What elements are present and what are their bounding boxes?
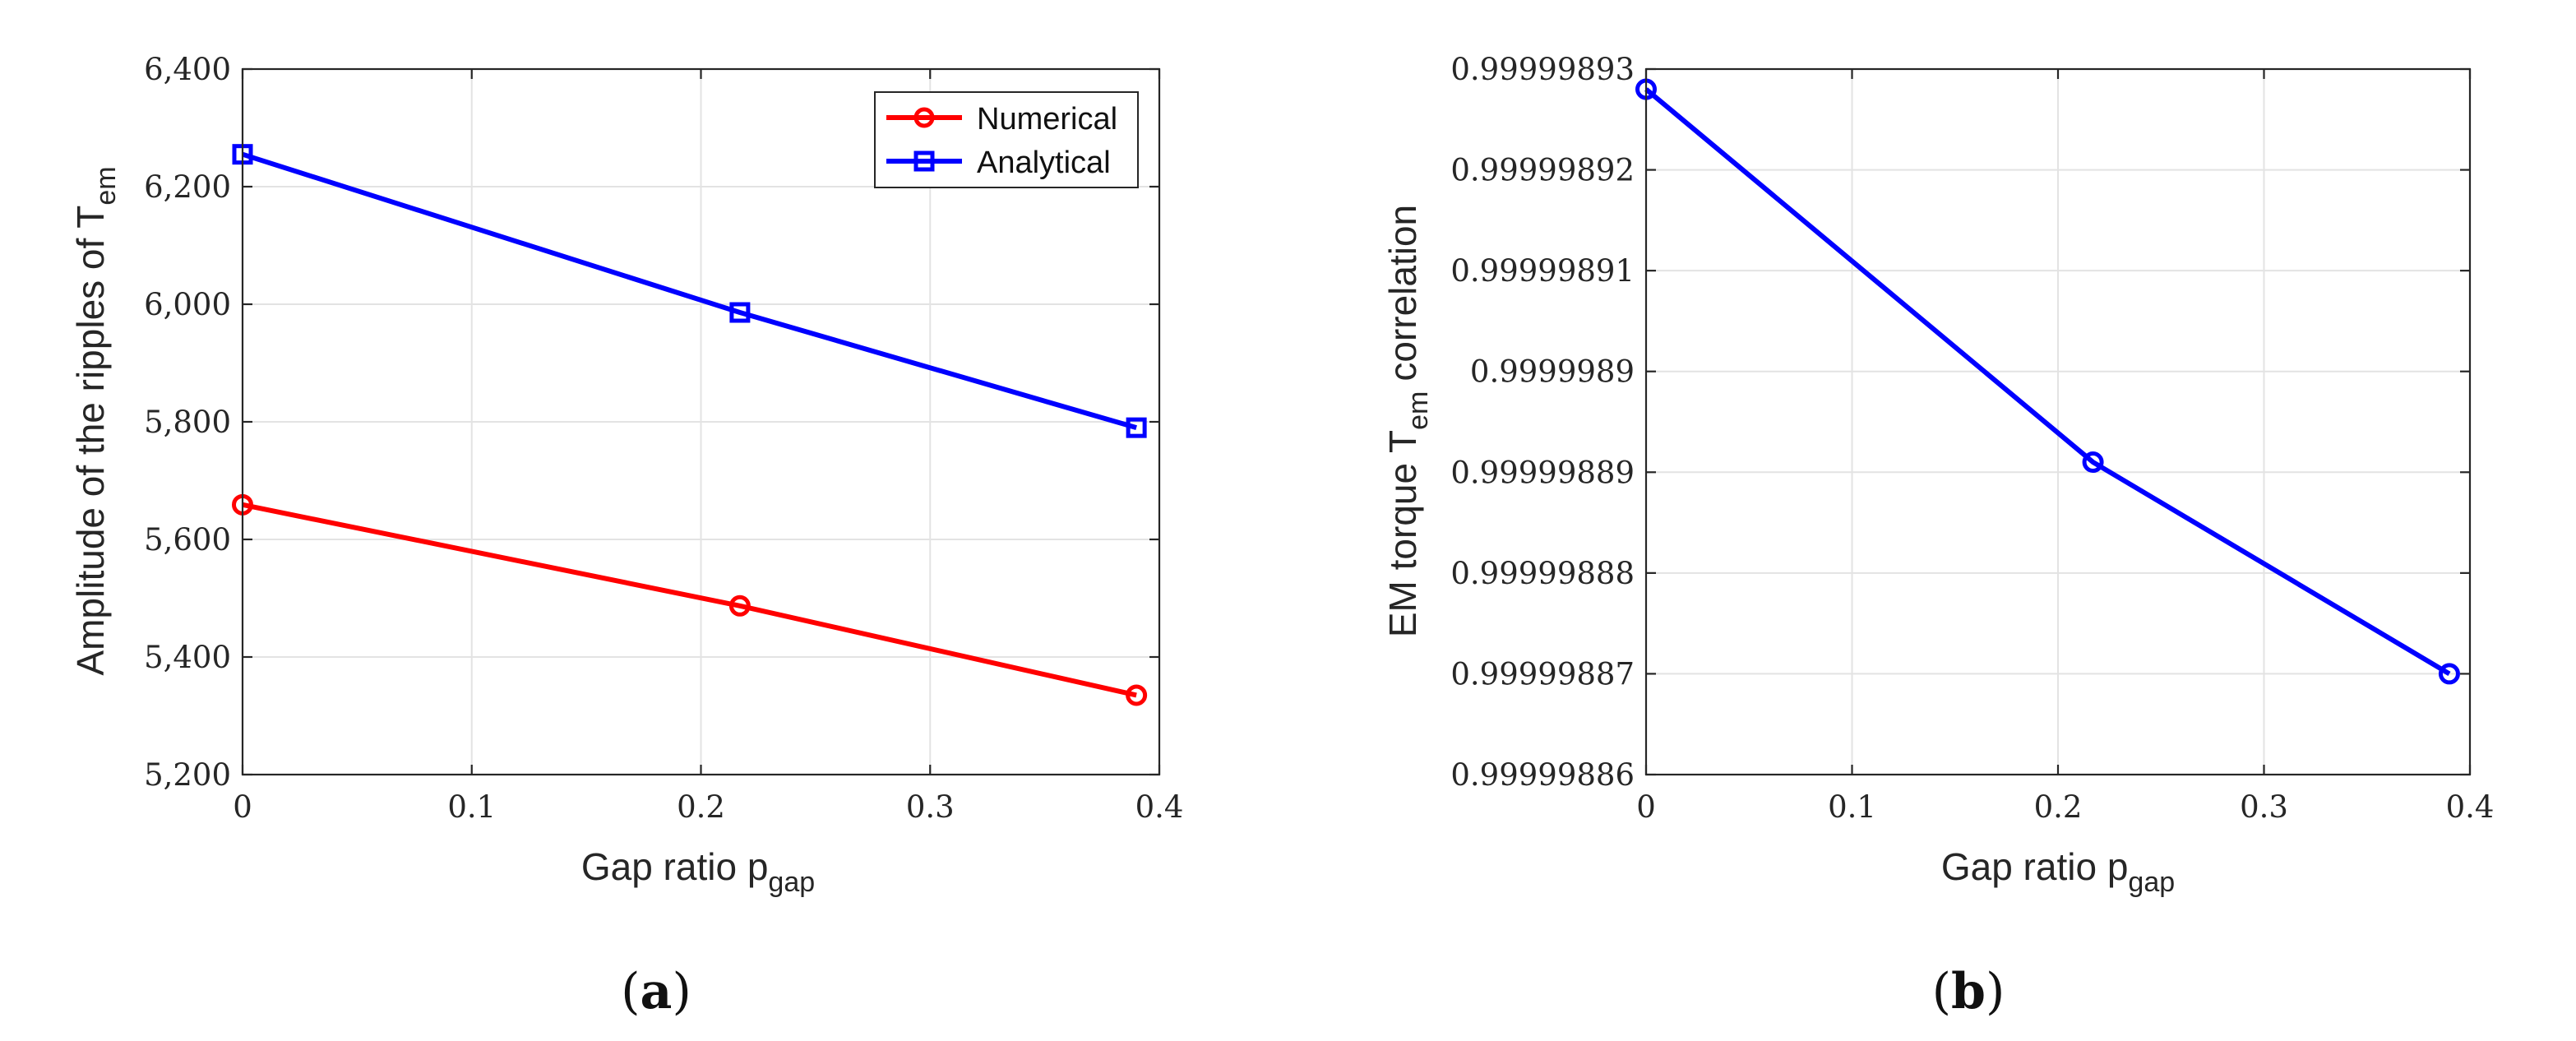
y-tick-label: 0.99999893 xyxy=(1450,52,1635,87)
y-tick-label: 5,400 xyxy=(144,640,231,675)
data-point xyxy=(729,302,751,323)
x-axis-title-a: Gap ratio pgap xyxy=(581,845,815,898)
legend-marker-numerical xyxy=(913,107,935,128)
y-tick-label: 0.9999989 xyxy=(1470,354,1635,390)
legend: Numerical Analytical xyxy=(874,91,1139,188)
y-tick-label: 0.99999892 xyxy=(1450,153,1635,188)
data-point xyxy=(1126,417,1147,438)
x-tick-label: 0.2 xyxy=(677,789,725,825)
ticks-b: 0 0.1 0.2 0.3 0.4 0.99999886 0.99999887 0.99999… xyxy=(1450,52,2494,825)
x-tick-label: 0.3 xyxy=(2240,789,2288,825)
y-tick-label: 0.99999887 xyxy=(1450,656,1635,692)
legend-marker-analytical xyxy=(913,150,935,172)
series-group-b xyxy=(1635,78,2460,685)
chart-panel-a: 0 0.1 0.2 0.3 0.4 5,200 5,400 5,600 5,800 6,000 6,… xyxy=(69,52,1183,1020)
series-line-a-1 xyxy=(242,151,1137,431)
y-tick-label: 5,600 xyxy=(144,522,231,558)
y-tick-label: 0.99999891 xyxy=(1450,253,1635,289)
y-tick-label: 6,200 xyxy=(144,169,231,205)
ticks-a: 0 0.1 0.2 0.3 0.4 5,200 5,400 5,600 5,800 6,000 6,… xyxy=(144,52,1183,825)
y-tick-label: 0.99999889 xyxy=(1450,455,1635,490)
x-tick-label: 0.3 xyxy=(906,789,955,825)
y-tick-label: 5,800 xyxy=(144,405,231,440)
y-axis-title-b: EM torque Temcorrelation xyxy=(1381,205,1434,637)
x-tick-label: 0.1 xyxy=(1828,789,1876,825)
y-tick-label: 5,200 xyxy=(144,757,231,793)
y-tick-label: 0.99999888 xyxy=(1450,556,1635,591)
panel-caption-a: (a) xyxy=(621,963,691,1020)
legend-item-numerical: Numerical xyxy=(886,102,1117,136)
panel-caption-b: (b) xyxy=(1932,963,2005,1020)
chart-panel-b: 0 0.1 0.2 0.3 0.4 0.99999886 0.99999887 0.99999… xyxy=(1381,52,2494,1020)
x-axis-title-b: Gap ratio pgap xyxy=(1941,845,2175,898)
x-tick-label: 0.2 xyxy=(2034,789,2083,825)
x-tick-label: 0 xyxy=(1636,789,1656,825)
data-point xyxy=(1126,684,1148,706)
series-line-a-0 xyxy=(242,502,1137,698)
x-tick-label: 0.4 xyxy=(1135,789,1184,825)
legend-box xyxy=(874,91,1139,188)
data-point xyxy=(2438,663,2460,685)
x-tick-label: 0.1 xyxy=(447,789,496,825)
y-tick-label: 6,000 xyxy=(144,287,231,322)
legend-item-analytical: Analytical xyxy=(886,146,1111,180)
legend-label-numerical: Numerical xyxy=(977,102,1117,136)
data-point xyxy=(2082,451,2104,474)
series-line-b-0 xyxy=(1644,87,2451,677)
data-point xyxy=(728,595,751,617)
x-tick-label: 0 xyxy=(233,789,252,825)
grid-b xyxy=(1645,68,2471,775)
legend-label-analytical: Analytical xyxy=(977,146,1111,180)
x-tick-label: 0.4 xyxy=(2446,789,2495,825)
y-tick-label: 6,400 xyxy=(144,52,231,87)
y-tick-label: 0.99999886 xyxy=(1450,757,1635,793)
y-axis-title-a: Amplitude of the ripples of Tem xyxy=(69,166,122,675)
series-group-a xyxy=(232,144,1148,706)
